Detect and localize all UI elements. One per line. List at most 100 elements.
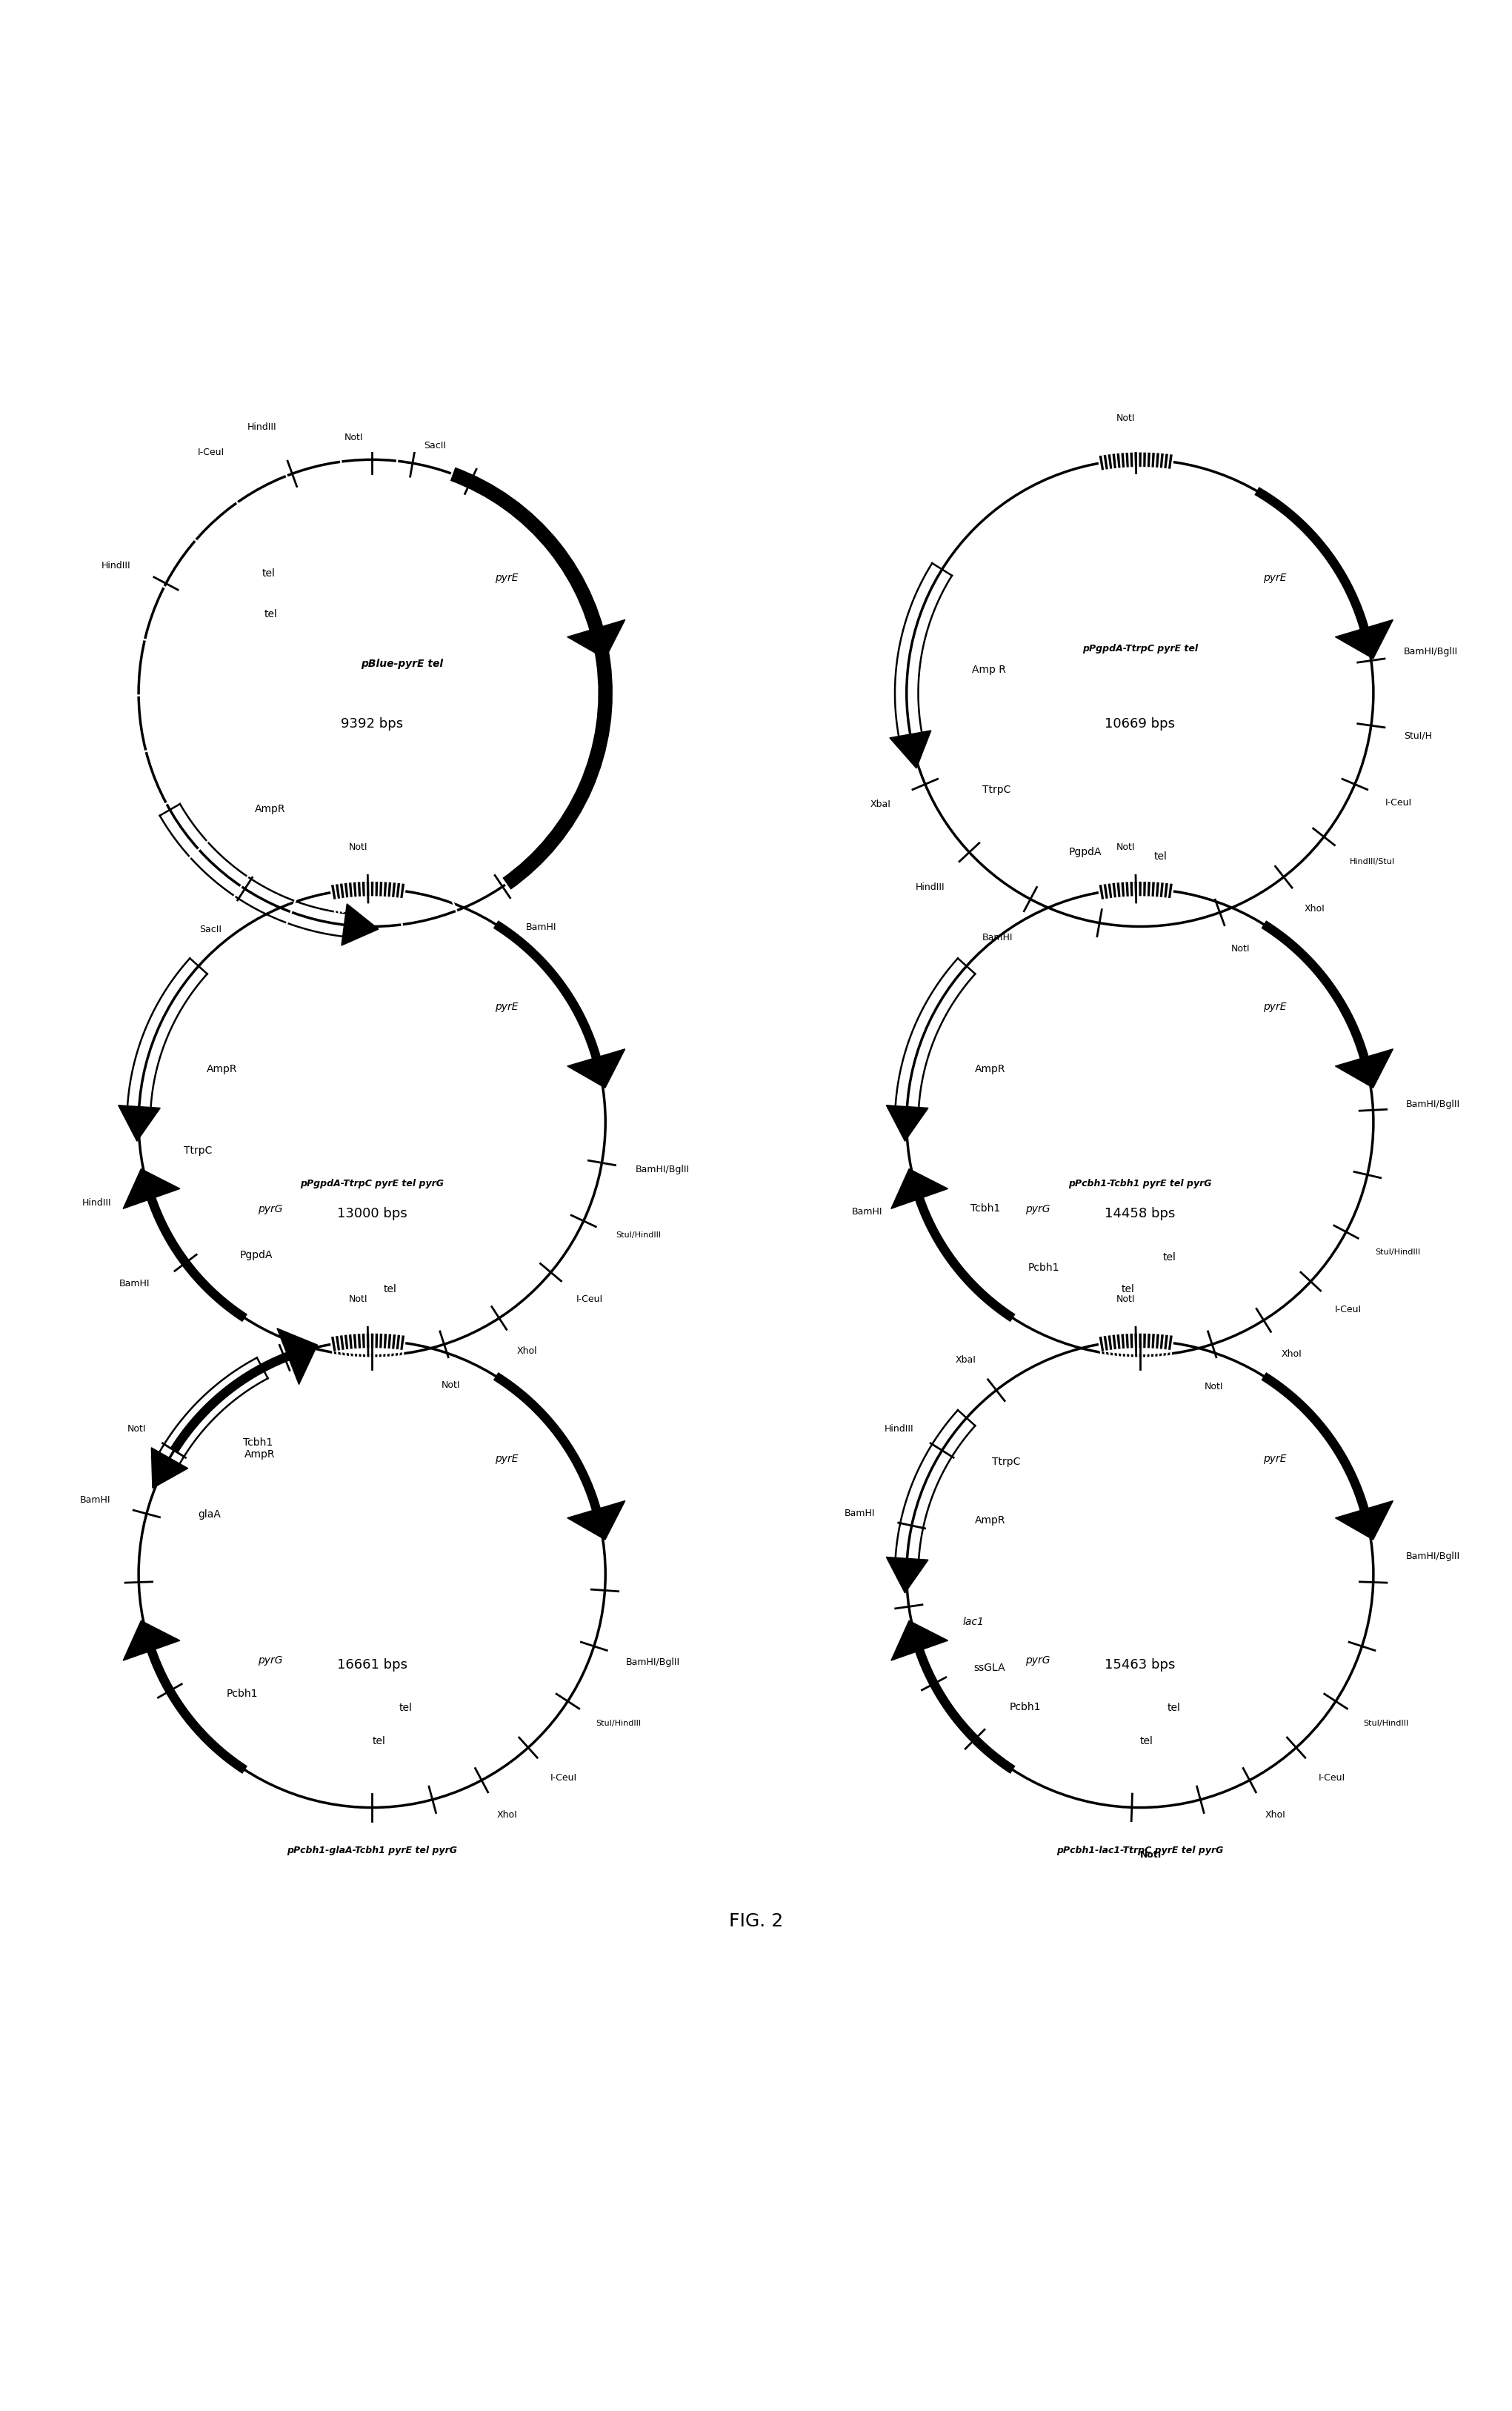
Text: tel: tel bbox=[1140, 1736, 1154, 1746]
Text: pyrE: pyrE bbox=[1263, 1001, 1287, 1013]
Text: pyrE: pyrE bbox=[1263, 1454, 1287, 1463]
Text: XhoI: XhoI bbox=[1266, 1811, 1285, 1820]
Text: AmpR: AmpR bbox=[256, 803, 286, 815]
Text: Tcbh1: Tcbh1 bbox=[243, 1437, 272, 1447]
Text: glaA: glaA bbox=[198, 1509, 221, 1519]
Text: NotI: NotI bbox=[345, 432, 363, 441]
Text: TtrpC: TtrpC bbox=[184, 1145, 213, 1155]
Text: NotI: NotI bbox=[1205, 1382, 1223, 1391]
Text: tel: tel bbox=[1163, 1251, 1176, 1261]
Text: pyrG: pyrG bbox=[1025, 1203, 1051, 1213]
Text: HindIII: HindIII bbox=[248, 422, 277, 432]
Text: pPgpdA-TtrpC pyrE tel: pPgpdA-TtrpC pyrE tel bbox=[1083, 644, 1198, 653]
Text: Pcbh1: Pcbh1 bbox=[227, 1688, 259, 1700]
Text: Pcbh1: Pcbh1 bbox=[1028, 1263, 1060, 1273]
Text: ssGLA: ssGLA bbox=[974, 1661, 1005, 1673]
Text: NotI: NotI bbox=[442, 1379, 460, 1389]
Text: tel: tel bbox=[1154, 851, 1167, 861]
Text: XbaI: XbaI bbox=[869, 800, 891, 810]
Text: NotI: NotI bbox=[1140, 1849, 1161, 1859]
Text: pPcbh1-glaA-Tcbh1 pyrE tel pyrG: pPcbh1-glaA-Tcbh1 pyrE tel pyrG bbox=[287, 1844, 457, 1854]
Text: HindIII/StuI: HindIII/StuI bbox=[1350, 858, 1396, 866]
Text: StuI/HindIII: StuI/HindIII bbox=[615, 1232, 661, 1239]
Text: NotI: NotI bbox=[1231, 945, 1250, 955]
Text: tel: tel bbox=[383, 1283, 396, 1295]
Text: AmpR: AmpR bbox=[975, 1063, 1005, 1073]
Polygon shape bbox=[122, 1620, 180, 1661]
Text: StuI/HindIII: StuI/HindIII bbox=[1364, 1719, 1409, 1726]
Text: HindIII: HindIII bbox=[916, 882, 945, 892]
Text: 16661 bps: 16661 bps bbox=[337, 1659, 407, 1671]
Polygon shape bbox=[886, 1558, 928, 1594]
Text: I-CeuI: I-CeuI bbox=[198, 448, 224, 458]
Text: I-CeuI: I-CeuI bbox=[1335, 1304, 1362, 1314]
Text: I-CeuI: I-CeuI bbox=[576, 1295, 603, 1304]
Text: pyrE: pyrE bbox=[494, 1454, 519, 1463]
Text: 14458 bps: 14458 bps bbox=[1105, 1206, 1175, 1220]
Text: 13000 bps: 13000 bps bbox=[337, 1206, 407, 1220]
Polygon shape bbox=[567, 1049, 624, 1087]
Text: NotI: NotI bbox=[1116, 412, 1136, 422]
Polygon shape bbox=[1335, 1049, 1393, 1087]
Text: 10669 bps: 10669 bps bbox=[1105, 716, 1175, 731]
Text: pPgpdA-TtrpC pyrE tel pyrG: pPgpdA-TtrpC pyrE tel pyrG bbox=[301, 1179, 445, 1189]
Text: I-CeuI: I-CeuI bbox=[550, 1772, 578, 1782]
Text: Amp R: Amp R bbox=[972, 665, 1005, 675]
Text: PgpdA: PgpdA bbox=[1069, 846, 1102, 858]
Text: Xhol: Xhol bbox=[517, 1345, 538, 1355]
Text: I-CeuI: I-CeuI bbox=[1385, 798, 1412, 808]
Text: pPcbh1-lac1-TtrpC pyrE tel pyrG: pPcbh1-lac1-TtrpC pyrE tel pyrG bbox=[1057, 1844, 1223, 1854]
Text: lac1: lac1 bbox=[963, 1615, 984, 1627]
Text: BamHI: BamHI bbox=[851, 1206, 881, 1215]
Text: I-CeuI: I-CeuI bbox=[1318, 1772, 1346, 1782]
Text: BamHI/BglII: BamHI/BglII bbox=[1405, 646, 1458, 656]
Text: BamHI/BglII: BamHI/BglII bbox=[635, 1165, 689, 1174]
Text: NotI: NotI bbox=[348, 841, 367, 851]
Polygon shape bbox=[151, 1449, 187, 1488]
Text: BamHI/BglII: BamHI/BglII bbox=[626, 1656, 680, 1666]
Text: BamHI: BamHI bbox=[119, 1278, 150, 1287]
Text: TtrpC: TtrpC bbox=[992, 1456, 1021, 1466]
Text: tel: tel bbox=[399, 1702, 413, 1712]
Text: NotI: NotI bbox=[1116, 1295, 1136, 1304]
Text: NotI: NotI bbox=[348, 1295, 367, 1304]
Polygon shape bbox=[567, 1502, 624, 1541]
Polygon shape bbox=[886, 1107, 928, 1140]
Text: 15463 bps: 15463 bps bbox=[1105, 1659, 1175, 1671]
Text: AmpR: AmpR bbox=[975, 1514, 1005, 1526]
Text: 9392 bps: 9392 bps bbox=[340, 716, 404, 731]
Text: XhoI: XhoI bbox=[1303, 904, 1325, 914]
Text: tel: tel bbox=[263, 610, 277, 620]
Text: pyrG: pyrG bbox=[1025, 1654, 1051, 1666]
Text: FIG. 2: FIG. 2 bbox=[729, 1912, 783, 1929]
Polygon shape bbox=[1335, 1502, 1393, 1541]
Polygon shape bbox=[1335, 620, 1393, 658]
Text: StuI/HindIII: StuI/HindIII bbox=[1376, 1249, 1421, 1256]
Text: tel: tel bbox=[1167, 1702, 1181, 1712]
Text: AmpR: AmpR bbox=[245, 1449, 275, 1459]
Text: tel: tel bbox=[262, 569, 275, 579]
Text: tel: tel bbox=[1120, 1283, 1134, 1295]
Polygon shape bbox=[342, 904, 378, 945]
Polygon shape bbox=[118, 1107, 160, 1140]
Polygon shape bbox=[891, 1620, 948, 1661]
Text: HindIII: HindIII bbox=[101, 562, 130, 571]
Text: XhoI: XhoI bbox=[497, 1811, 517, 1820]
Text: BamHI: BamHI bbox=[981, 933, 1013, 943]
Text: XhoI: XhoI bbox=[1281, 1348, 1302, 1357]
Text: BamHI/BglII: BamHI/BglII bbox=[1406, 1099, 1461, 1109]
Text: AmpR: AmpR bbox=[207, 1063, 237, 1073]
Text: HindIII: HindIII bbox=[885, 1422, 913, 1432]
Text: NotI: NotI bbox=[127, 1422, 147, 1432]
Polygon shape bbox=[277, 1328, 318, 1384]
Text: SacII: SacII bbox=[423, 441, 446, 451]
Text: HindIII: HindIII bbox=[82, 1198, 112, 1208]
Polygon shape bbox=[567, 620, 624, 658]
Text: StuI/H: StuI/H bbox=[1405, 731, 1432, 740]
Text: BamHI: BamHI bbox=[844, 1509, 875, 1519]
Text: XbaI: XbaI bbox=[956, 1355, 975, 1365]
Text: BamHI/BglII: BamHI/BglII bbox=[1406, 1550, 1461, 1560]
Text: TtrpC: TtrpC bbox=[981, 784, 1010, 796]
Text: pyrG: pyrG bbox=[257, 1654, 283, 1666]
Text: BamHI: BamHI bbox=[526, 921, 556, 931]
